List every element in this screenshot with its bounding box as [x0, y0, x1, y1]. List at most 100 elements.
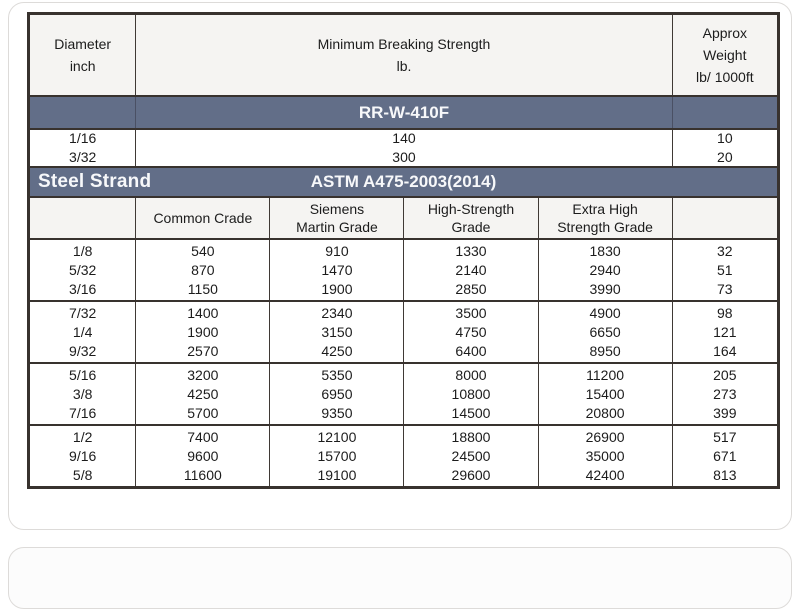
cell-diameter: 1/16 3/32 [30, 130, 135, 166]
value-line: 1150 [187, 280, 218, 297]
value-line: 2570 [187, 342, 219, 359]
value-line: 1/8 [72, 242, 93, 259]
grade-header-row: Common Crade Siemens Martin Grade High-S… [30, 196, 777, 238]
spec-band-empty-cell [30, 97, 135, 128]
strand-group-row: 1/2 9/16 5/8 7400 9600 11600 12100 15700… [30, 424, 777, 486]
cell-extra-high-grade: 4900 6650 8950 [537, 302, 672, 362]
cell-weight: 32 51 73 [671, 240, 777, 300]
cell-high-strength-grade: 1330 2140 2850 [403, 240, 537, 300]
value-line: 3990 [589, 280, 621, 297]
value-line: 4750 [455, 323, 487, 340]
cell-weight: 205 273 399 [671, 364, 777, 424]
strand-group-row: 5/16 3/8 7/16 3200 4250 5700 5350 6950 9… [30, 362, 777, 424]
grade-header-line: Extra High [572, 201, 638, 217]
value-line: 121 [713, 323, 737, 340]
cell-common-grade: 7400 9600 11600 [135, 426, 269, 486]
cell-siemens-grade: 5350 6950 9350 [269, 364, 403, 424]
value-line: 20800 [585, 404, 625, 421]
grade-header-line: High-Strength [427, 201, 515, 217]
header-weight-line: lb/ 1000ft [696, 69, 754, 85]
cell-high-strength-grade: 3500 4750 6400 [403, 302, 537, 362]
strand-group-row: 1/8 5/32 3/16 540 870 1150 910 1470 1900… [30, 238, 777, 300]
value-line: 20 [717, 149, 733, 165]
value-line: 6400 [455, 342, 487, 359]
value-line: 4250 [321, 342, 353, 359]
value-line: 5700 [187, 404, 219, 421]
value-line: 517 [713, 428, 737, 445]
spec-band-row: RR-W-410F [30, 95, 777, 128]
value-line: 5/16 [69, 366, 97, 383]
value-line: 98 [717, 304, 733, 321]
value-line: 32 [717, 242, 733, 259]
value-line: 35000 [585, 447, 625, 464]
value-line: 42400 [585, 466, 625, 483]
value-line: 5350 [321, 366, 353, 383]
value-line: 3500 [455, 304, 487, 321]
value-line: 9350 [321, 404, 353, 421]
cell-siemens-grade: 910 1470 1900 [269, 240, 403, 300]
value-line: 15700 [317, 447, 357, 464]
value-line: 140 [392, 130, 416, 146]
value-line: 10 [717, 130, 733, 146]
cell-common-grade: 540 870 1150 [135, 240, 269, 300]
grade-header-line: Grade [451, 219, 491, 235]
header-diameter: Diameter inch [30, 15, 135, 95]
value-line: 399 [713, 404, 737, 421]
value-line: 1/2 [72, 428, 93, 445]
value-line: 15400 [585, 385, 625, 402]
value-line: 9/16 [69, 447, 97, 464]
content-card: Diameter inch Minimum Breaking Strength … [8, 2, 792, 530]
header-weight-line: Weight [703, 47, 747, 63]
value-line: 14500 [451, 404, 491, 421]
value-line: 1470 [321, 261, 353, 278]
value-line: 19100 [317, 466, 357, 483]
value-line: 7/16 [69, 404, 97, 421]
strand-band-title: Steel Strand [38, 171, 152, 192]
spec-band-empty-cell [671, 97, 777, 128]
cell-weight: 10 20 [671, 130, 777, 166]
value-line: 10800 [451, 385, 491, 402]
value-line: 540 [191, 242, 215, 259]
cell-common-grade: 3200 4250 5700 [135, 364, 269, 424]
strength-spec-table: Diameter inch Minimum Breaking Strength … [27, 12, 780, 489]
cell-extra-high-grade: 26900 35000 42400 [537, 426, 672, 486]
cell-high-strength-grade: 8000 10800 14500 [403, 364, 537, 424]
value-line: 164 [713, 342, 737, 359]
grade-header-line: Siemens [309, 201, 365, 217]
header-strength-line: Minimum Breaking Strength [317, 36, 491, 52]
value-line: 2340 [321, 304, 353, 321]
grade-header-siemens: Siemens Martin Grade [269, 198, 403, 238]
value-line: 12100 [317, 428, 357, 445]
grade-header-line: Martin Grade [296, 219, 378, 235]
value-line: 1/4 [72, 323, 93, 340]
value-line: 3/8 [72, 385, 93, 402]
cell-high-strength-grade: 18800 24500 29600 [403, 426, 537, 486]
header-diameter-line: inch [69, 58, 96, 74]
cell-siemens-grade: 2340 3150 4250 [269, 302, 403, 362]
value-line: 1900 [321, 280, 353, 297]
strand-band-standard: ASTM A475-2003(2014) [310, 172, 497, 191]
value-line: 9/32 [69, 342, 97, 359]
value-line: 6650 [589, 323, 621, 340]
value-line: 9600 [187, 447, 219, 464]
cell-siemens-grade: 12100 15700 19100 [269, 426, 403, 486]
cell-diameter: 7/32 1/4 9/32 [30, 302, 135, 362]
value-line: 8950 [589, 342, 621, 359]
value-line: 4250 [187, 385, 219, 402]
value-line: 5/8 [72, 466, 93, 483]
value-line: 1400 [187, 304, 219, 321]
value-line: 1/16 [69, 130, 97, 146]
header-weight-line: Approx [702, 25, 747, 41]
value-line: 2140 [455, 261, 487, 278]
cell-extra-high-grade: 1830 2940 3990 [537, 240, 672, 300]
table-header-row: Diameter inch Minimum Breaking Strength … [30, 15, 777, 95]
cell-weight: 98 121 164 [671, 302, 777, 362]
value-line: 1900 [187, 323, 219, 340]
header-strength-line: lb. [396, 58, 412, 74]
value-line: 3/32 [69, 149, 97, 165]
value-line: 26900 [585, 428, 625, 445]
value-line: 73 [717, 280, 733, 297]
value-line: 1830 [589, 242, 621, 259]
value-line: 29600 [451, 466, 491, 483]
value-line: 18800 [451, 428, 491, 445]
